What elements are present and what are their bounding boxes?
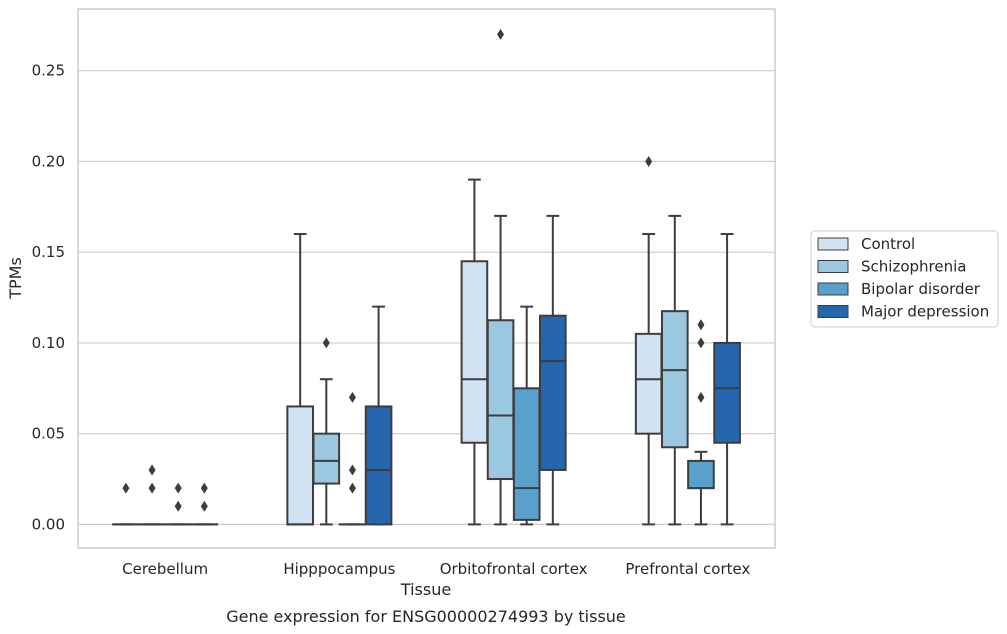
box	[539, 314, 567, 471]
box-group	[539, 214, 567, 526]
outlier-point	[174, 482, 182, 494]
box-group	[164, 482, 193, 526]
box-group	[687, 319, 715, 526]
box-group	[312, 337, 341, 526]
chart-caption: Gene expression for ENSG00000274993 by t…	[226, 607, 626, 626]
legend-items: Control Schizophrenia Bipolar disorder Majo…	[817, 235, 989, 321]
outlier-point	[174, 500, 182, 512]
box-group	[112, 482, 140, 526]
box-group	[286, 233, 314, 526]
box	[486, 319, 515, 481]
box	[312, 432, 341, 485]
box-group	[364, 305, 393, 526]
outlier-point	[348, 464, 356, 476]
x-axis-title: Tissue	[400, 580, 451, 599]
legend-swatch	[817, 260, 849, 273]
x-tick-label: Hipppocampus	[283, 560, 395, 578]
y-tick-label: 0.10	[32, 334, 65, 352]
legend-label: Major depression	[861, 303, 989, 321]
legend-frame	[810, 230, 999, 328]
plot-frame	[77, 8, 776, 549]
outlier-point	[348, 482, 356, 494]
box-group	[512, 305, 541, 526]
box	[713, 341, 741, 444]
y-tick-labels: 0.00 0.05 0.10 0.15 0.20 0.25	[32, 62, 65, 534]
box	[687, 459, 715, 490]
box	[364, 405, 393, 526]
box-group	[338, 391, 367, 526]
outlier-point	[200, 500, 208, 512]
y-tick-label: 0.15	[32, 243, 65, 261]
box-group	[660, 214, 689, 526]
box-group	[713, 233, 741, 526]
legend-swatch	[817, 305, 849, 318]
y-tick-label: 0.25	[32, 62, 65, 80]
box	[660, 310, 689, 449]
x-tick-label: Cerebellum	[122, 560, 208, 578]
outlier-point	[148, 464, 156, 476]
box-group	[486, 28, 515, 526]
box	[634, 332, 663, 435]
legend-label: Bipolar disorder	[861, 280, 981, 298]
x-tick-label: Orbitofrontal cortex	[440, 560, 588, 578]
outlier-point	[322, 337, 330, 349]
box	[286, 405, 314, 526]
box-group	[190, 482, 219, 526]
box-group	[634, 155, 663, 526]
legend-swatch	[817, 237, 849, 251]
boxes	[112, 28, 741, 526]
y-tick-label: 0.00	[32, 515, 65, 533]
outlier-point	[645, 155, 653, 167]
x-tick-label: Prefrontal cortex	[625, 560, 750, 578]
legend-label: Schizophrenia	[861, 258, 966, 276]
outlier-point	[200, 482, 208, 494]
box-group	[138, 464, 166, 526]
y-tick-label: 0.05	[32, 425, 65, 443]
outlier-point	[697, 391, 705, 403]
outlier-point	[497, 28, 505, 40]
outlier-point	[122, 482, 130, 494]
legend-label: Control	[861, 235, 915, 253]
outlier-point	[697, 337, 705, 349]
legend: Control Schizophrenia Bipolar disorder Majo…	[810, 230, 999, 328]
box-group	[460, 178, 489, 526]
y-tick-label: 0.20	[32, 152, 65, 170]
legend-swatch	[817, 282, 849, 296]
outlier-point	[697, 319, 705, 331]
box	[512, 387, 541, 521]
box	[460, 260, 489, 444]
outlier-point	[348, 391, 356, 403]
x-tick-labels: Cerebellum Hipppocampus Orbitofrontal cort…	[122, 560, 750, 578]
outlier-point	[148, 482, 156, 494]
y-axis-title: TPMs	[6, 257, 25, 300]
gridlines	[78, 70, 775, 526]
